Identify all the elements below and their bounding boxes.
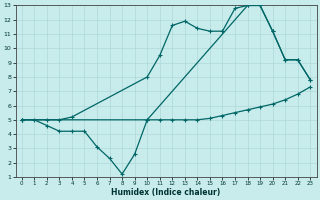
X-axis label: Humidex (Indice chaleur): Humidex (Indice chaleur) xyxy=(111,188,221,197)
